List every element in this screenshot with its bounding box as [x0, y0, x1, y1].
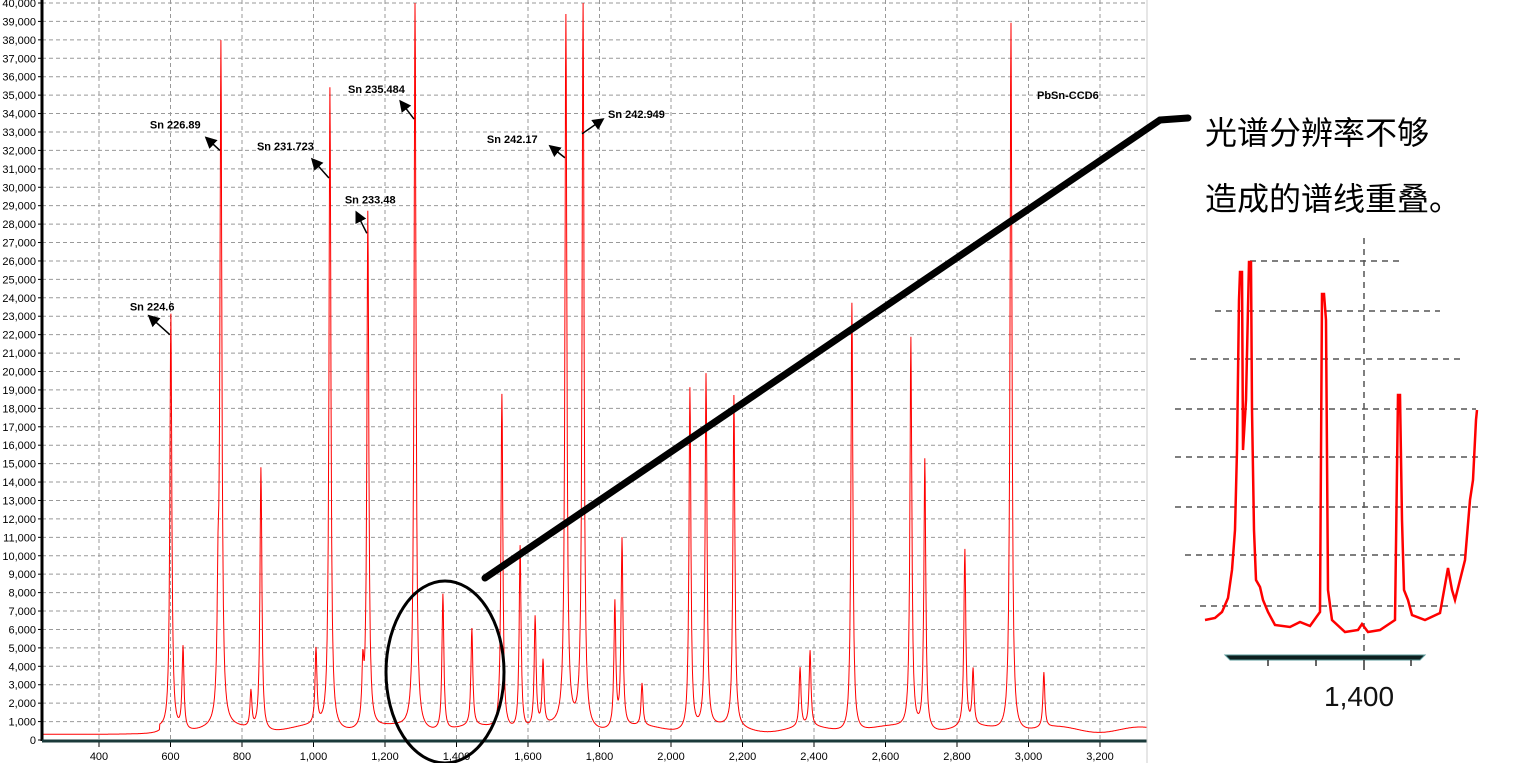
y-tick-label: 23,000	[2, 311, 36, 323]
y-tick-label: 22,000	[2, 330, 36, 342]
x-tick-label: 1,000	[300, 751, 328, 763]
annotation-arrow	[355, 210, 368, 234]
x-tick-label: 3,200	[1086, 751, 1114, 763]
note-line-2: 造成的谱线重叠。	[1205, 180, 1462, 218]
y-tick-label: 3,000	[8, 680, 36, 692]
y-tick-label: 26,000	[2, 256, 36, 268]
highlight-ellipse	[384, 579, 506, 763]
y-tick-label: 28,000	[2, 219, 36, 231]
y-tick-label: 30,000	[2, 182, 36, 194]
x-tick-label: 2,400	[800, 751, 828, 763]
peak-annotation: Sn 224.6	[130, 302, 175, 314]
y-tick-label: 11,000	[3, 532, 36, 544]
x-tick-label: 2,600	[872, 751, 900, 763]
y-tick-label: 10,000	[2, 551, 36, 563]
y-tick-label: 9,000	[8, 569, 36, 581]
series-label: PbSn-CCD6	[1037, 90, 1099, 102]
y-tick-label: 35,000	[2, 90, 36, 102]
y-tick-label: 36,000	[2, 72, 36, 84]
y-tick-label: 32,000	[2, 145, 36, 157]
callout-line	[481, 116, 1164, 582]
y-tick-label: 4,000	[8, 661, 36, 673]
y-tick-label: 29,000	[2, 201, 36, 213]
y-tick-label: 2,000	[8, 698, 36, 710]
annotation-arrow	[147, 314, 171, 336]
peak-annotation: Sn 235.484	[348, 84, 406, 96]
annotation-arrow	[204, 136, 221, 151]
y-axis-ticks: 0 1,000 2,000 3,000 4,000 5,000 6,000 7,000 8,00…	[2, 0, 42, 747]
y-tick-label: 5,000	[8, 643, 36, 655]
y-tick-label: 24,000	[2, 293, 36, 305]
peak-annotation: Sn 226.89	[150, 119, 201, 131]
x-axis-ticks: 400 600 800 1,000 1,200 1,400 1,600 1,800 2,000 2…	[90, 742, 1114, 763]
peak-annotation: Sn 242.17	[487, 134, 538, 146]
y-tick-label: 0	[30, 735, 36, 747]
x-tick-label: 1,200	[371, 751, 399, 763]
y-tick-label: 27,000	[2, 238, 36, 250]
x-tick-label: 800	[233, 751, 251, 763]
y-tick-label: 7,000	[8, 606, 36, 618]
y-tick-label: 17,000	[2, 422, 36, 434]
x-tick-label: 400	[90, 751, 108, 763]
magnified-inset: 1,400	[1175, 238, 1479, 712]
x-tick-label: 1,600	[514, 751, 542, 763]
y-tick-label: 16,000	[2, 440, 36, 452]
x-tick-label: 2,200	[729, 751, 757, 763]
y-tick-label: 18,000	[2, 403, 36, 415]
y-tick-label: 33,000	[2, 127, 36, 139]
annotations: Sn 224.6 Sn 226.89 Sn 231.723 Sn 233.48 Sn 2…	[130, 84, 665, 336]
y-tick-label: 31,000	[2, 164, 36, 176]
y-tick-label: 20,000	[2, 367, 36, 379]
x-tick-label: 3,000	[1015, 751, 1043, 763]
y-tick-label: 8,000	[8, 588, 36, 600]
y-tick-label: 13,000	[2, 495, 36, 507]
y-tick-label: 37,000	[2, 53, 36, 65]
peak-annotation: Sn 242.949	[608, 109, 665, 121]
annotation-arrow	[581, 118, 605, 135]
grid	[42, 0, 1147, 740]
x-tick-label: 2,800	[943, 751, 971, 763]
y-tick-label: 21,000	[2, 348, 36, 360]
y-tick-label: 38,000	[2, 35, 36, 47]
y-tick-label: 12,000	[2, 514, 36, 526]
peak-annotation: Sn 231.723	[257, 141, 314, 153]
y-tick-label: 1,000	[8, 717, 36, 729]
callout-line-end	[1156, 114, 1192, 124]
x-tick-label: 2,000	[657, 751, 685, 763]
spectrum-line	[41, 2, 1147, 735]
inset-tick-label: 1,400	[1324, 681, 1394, 712]
annotation-arrow	[310, 157, 330, 179]
x-tick-label: 1,800	[586, 751, 614, 763]
y-tick-label: 19,000	[2, 385, 36, 397]
y-tick-label: 6,000	[8, 624, 36, 636]
x-tick-label: 600	[161, 751, 179, 763]
y-tick-label: 40,000	[2, 0, 36, 10]
y-tick-label: 39,000	[2, 16, 36, 28]
y-tick-label: 14,000	[2, 477, 36, 489]
annotation-note: 光谱分辨率不够 造成的谱线重叠。	[1205, 100, 1461, 232]
peak-annotation: Sn 233.48	[345, 194, 396, 206]
y-tick-label: 25,000	[2, 274, 36, 286]
annotation-arrow	[548, 144, 566, 159]
note-line-1: 光谱分辨率不够	[1205, 114, 1430, 152]
annotation-arrow	[399, 99, 415, 120]
y-tick-label: 15,000	[2, 459, 36, 471]
y-tick-label: 34,000	[2, 109, 36, 121]
